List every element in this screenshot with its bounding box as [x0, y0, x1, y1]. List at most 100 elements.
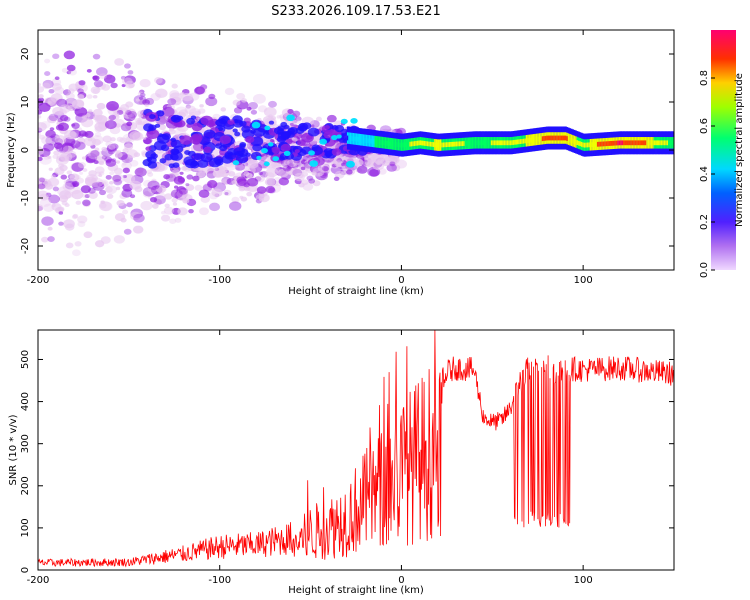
- heat-blob: [246, 191, 253, 197]
- heat-blob: [193, 153, 203, 161]
- ridge-core: [544, 135, 547, 141]
- ridge-core: [438, 142, 441, 148]
- heat-blob: [38, 134, 46, 140]
- heat-blob: [238, 186, 246, 192]
- heat-blob: [69, 185, 81, 195]
- heat-blob: [263, 106, 277, 117]
- heat-blob: [341, 165, 348, 171]
- ridge-core: [389, 141, 391, 146]
- ridge-core: [662, 140, 665, 146]
- ridge-core: [458, 141, 461, 147]
- heat-blob: [308, 150, 315, 156]
- ridge-core: [453, 141, 455, 147]
- heat-blob: [307, 127, 320, 137]
- heat-blob: [78, 133, 84, 138]
- heat-blob: [245, 136, 255, 143]
- ridge-core: [393, 141, 396, 147]
- heat-blob: [71, 99, 85, 109]
- ridge-core: [644, 140, 647, 146]
- heat-blob: [66, 70, 72, 75]
- heat-blob: [144, 103, 150, 108]
- ridge-core: [563, 135, 566, 141]
- heat-blob: [95, 171, 102, 177]
- ridge-core: [566, 136, 569, 141]
- ridge-core: [367, 138, 370, 144]
- ridge-core: [444, 142, 447, 148]
- ridge-core: [572, 138, 575, 144]
- heat-blob: [80, 185, 91, 194]
- heat-blob: [326, 114, 337, 123]
- heat-blob: [112, 111, 120, 117]
- y-tick-label: 20: [20, 48, 31, 61]
- heat-blob: [129, 160, 139, 167]
- heat-blob: [48, 115, 54, 120]
- ridge-core: [540, 136, 543, 142]
- heat-blob: [113, 235, 125, 244]
- ridge-core: [634, 140, 637, 146]
- heat-blob: [342, 139, 348, 144]
- heat-blob: [268, 120, 275, 125]
- heat-blob: [184, 105, 196, 114]
- ridge-core: [560, 135, 563, 141]
- heat-blob: [38, 204, 44, 212]
- ridge-core: [639, 140, 641, 146]
- heat-blob: [38, 177, 45, 183]
- heat-blob: [270, 146, 281, 154]
- heat-blob: [38, 109, 43, 115]
- ridge-core: [348, 135, 351, 141]
- ridge-core: [355, 136, 358, 142]
- heat-blob: [113, 167, 123, 175]
- heat-blob: [263, 161, 270, 167]
- heat-blob: [129, 115, 136, 121]
- heat-blob: [88, 191, 98, 199]
- ridge-core: [642, 140, 644, 146]
- heat-blob: [191, 122, 203, 132]
- ridge-core: [624, 140, 627, 146]
- heat-blob: [219, 144, 228, 152]
- heat-blob: [100, 200, 105, 204]
- heat-blob: [82, 168, 88, 172]
- ridge-core: [493, 140, 496, 146]
- heat-blob: [84, 130, 94, 138]
- ridge-core: [569, 137, 572, 143]
- ridge-core: [428, 141, 431, 147]
- heat-blob: [215, 119, 224, 126]
- heat-blob: [124, 80, 136, 89]
- ridge-core: [586, 142, 589, 148]
- heat-blob: [156, 192, 166, 200]
- ridge-core: [375, 139, 378, 145]
- heat-blob: [206, 166, 211, 170]
- ridge-core: [601, 141, 604, 147]
- heat-blob: [105, 174, 112, 180]
- heat-blob: [217, 126, 224, 132]
- snr-axes: -200 -100 0 100 0 100 200 300 400 500: [20, 330, 674, 586]
- figure-title: S233.2026.109.17.53.E21: [271, 4, 440, 19]
- heat-blob: [372, 154, 385, 164]
- heat-blob: [98, 160, 105, 166]
- heat-blob: [270, 138, 275, 143]
- heat-blob: [122, 133, 135, 144]
- heat-blob: [165, 173, 177, 182]
- y-tick-label: 0: [20, 147, 31, 153]
- heat-blob: [321, 165, 329, 172]
- heat-blob: [223, 189, 232, 196]
- heat-blob: [170, 114, 182, 123]
- heat-blob: [138, 96, 143, 100]
- heat-blob: [163, 174, 170, 180]
- heat-blob: [104, 186, 113, 193]
- heat-blob: [55, 155, 69, 166]
- heat-blob: [63, 137, 76, 146]
- heat-blob: [47, 155, 52, 159]
- ridge-core: [377, 139, 380, 145]
- heat-blob: [153, 140, 167, 151]
- ridge-core: [483, 140, 486, 146]
- ridge-core: [447, 142, 450, 147]
- colorbar-tick-label: 0.8: [699, 70, 710, 86]
- heat-blob: [79, 171, 84, 175]
- heat-blob: [208, 93, 216, 100]
- heat-blob: [70, 140, 81, 149]
- heat-blob: [167, 98, 177, 106]
- heat-blob: [38, 115, 42, 119]
- ridge-core: [594, 142, 596, 147]
- heat-blob: [177, 207, 188, 216]
